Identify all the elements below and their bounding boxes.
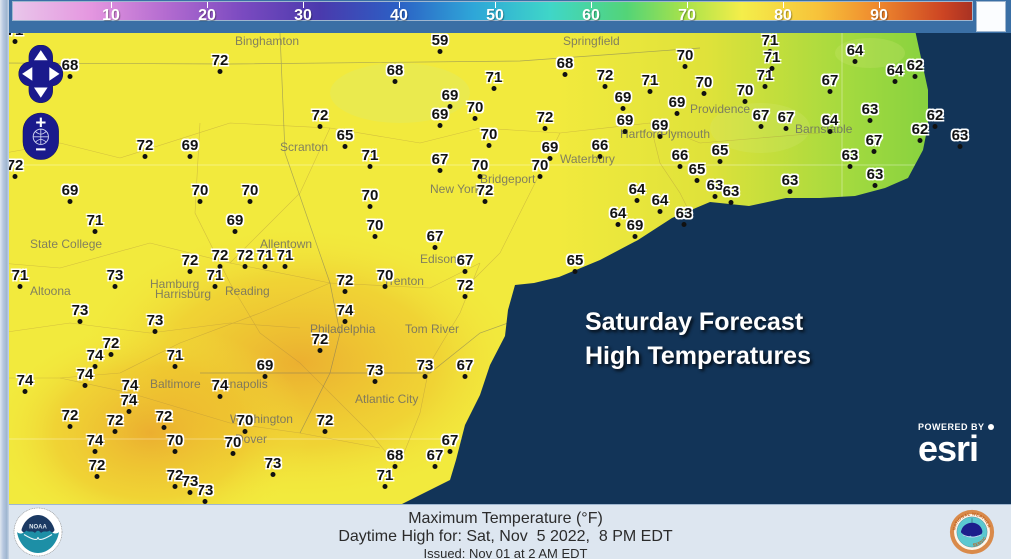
svg-text:Edison: Edison: [420, 252, 457, 266]
svg-text:State College: State College: [30, 237, 102, 251]
svg-text:Scranton: Scranton: [280, 140, 328, 154]
svg-text:−: −: [35, 139, 46, 160]
svg-text:Atlantic City: Atlantic City: [355, 392, 418, 406]
svg-text:Reading: Reading: [225, 284, 270, 298]
svg-text:NOAA: NOAA: [29, 525, 47, 531]
svg-text:Tom River: Tom River: [405, 322, 459, 336]
svg-text:Altoona: Altoona: [30, 284, 71, 298]
svg-text:New York: New York: [430, 182, 482, 196]
svg-text:Baltimore: Baltimore: [150, 377, 201, 391]
svg-text:Waterbury: Waterbury: [560, 152, 615, 166]
svg-text:Providence: Providence: [690, 102, 750, 116]
svg-text:Springfield: Springfield: [563, 34, 620, 48]
svg-text:Harrisburg: Harrisburg: [155, 287, 211, 301]
svg-text:Binghamton: Binghamton: [235, 34, 299, 48]
